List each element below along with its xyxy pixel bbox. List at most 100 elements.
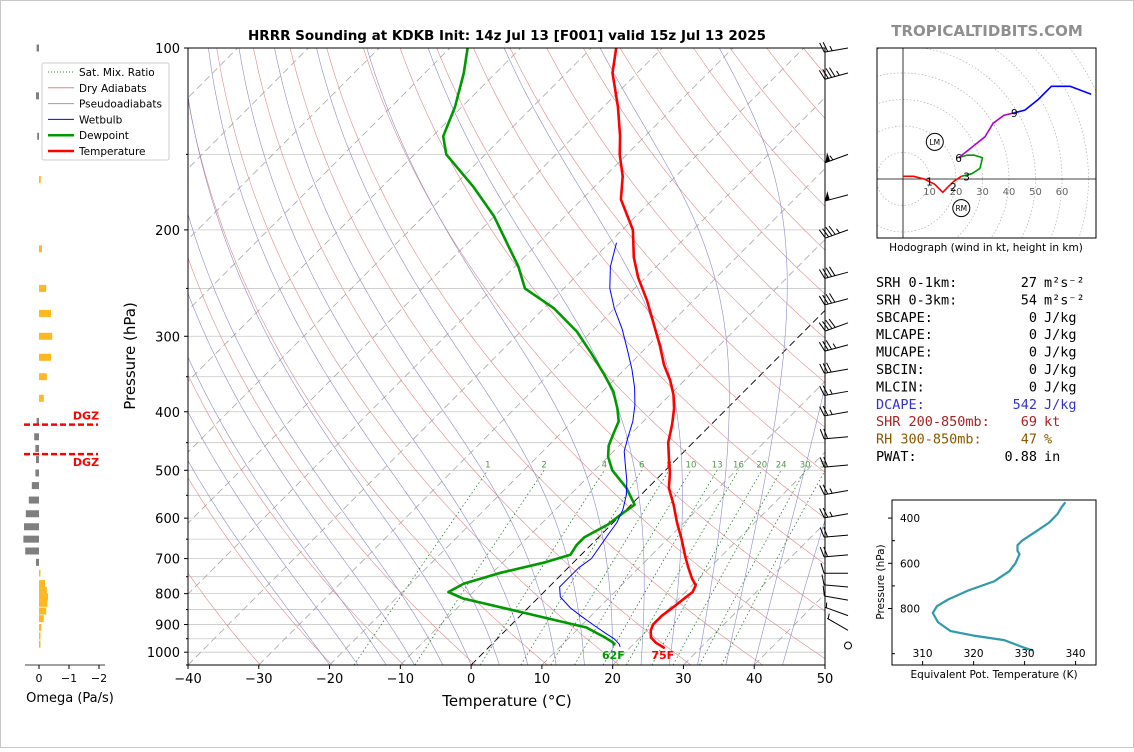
index-label: MLCIN: — [876, 379, 925, 395]
hodograph-height-label: 9 — [1011, 108, 1018, 120]
theta-e-y-title: Pressure (hPa) — [875, 544, 887, 619]
y-tick-label: 800 — [155, 588, 180, 603]
legend-label: Dry Adiabats — [79, 83, 147, 95]
index-unit: in — [1044, 449, 1060, 465]
index-value: 0 — [1029, 310, 1037, 326]
chart-legend: Sat. Mix. Ratio Dry Adiabats Pseudoadiabat… — [42, 63, 169, 160]
index-label: PWAT: — [876, 449, 917, 465]
index-row: RH 300-850mb:47% — [876, 432, 1052, 448]
omega-bar — [37, 133, 39, 140]
omega-bar — [35, 469, 39, 476]
index-value: 0 — [1029, 345, 1037, 361]
omega-bar — [39, 285, 46, 292]
mixing-ratio-label: 4 — [602, 460, 607, 470]
theta-e-x-title: Equivalent Pot. Temperature (K) — [910, 669, 1077, 681]
index-label: MLCAPE: — [876, 327, 933, 343]
index-unit: J/kg — [1044, 310, 1077, 326]
hodograph-height-label: 3 — [963, 171, 970, 183]
omega-bar — [39, 580, 45, 587]
dgz-label: DGZ — [73, 410, 99, 423]
index-label: SBCIN: — [876, 362, 925, 378]
omega-bar — [26, 510, 39, 517]
hodograph-caption: Hodograph (wind in kt, height in km) — [889, 242, 1083, 254]
legend-label: Dewpoint — [79, 130, 129, 142]
index-unit: % — [1044, 432, 1052, 448]
chart-title: HRRR Sounding at KDKB Init: 14z Jul 13 [… — [248, 28, 766, 44]
x-tick-label: 40 — [746, 672, 763, 687]
x-tick-label: −30 — [245, 672, 272, 687]
legend-label: Pseudoadiabats — [79, 99, 162, 111]
hodograph-height-label: 1 — [926, 177, 933, 189]
x-tick-label: −20 — [316, 672, 343, 687]
theta-e-x-tick-label: 320 — [964, 648, 984, 660]
index-unit: kt — [1044, 414, 1060, 430]
hodograph-ring-label: 60 — [1056, 187, 1069, 198]
hodograph-ring-label: 50 — [1029, 187, 1042, 198]
x-tick-label: −40 — [174, 672, 201, 687]
dgz-label: DGZ — [73, 456, 99, 469]
omega-bar — [39, 373, 47, 380]
hodograph-height-label: 2 — [950, 182, 957, 194]
omega-bar — [23, 536, 39, 543]
omega-bar — [24, 523, 39, 530]
y-tick-label: 200 — [155, 224, 180, 239]
index-unit: J/kg — [1044, 345, 1077, 361]
mixing-ratio-label: 6 — [639, 460, 644, 470]
x-tick-label: 30 — [675, 672, 692, 687]
index-unit: m²s⁻² — [1044, 275, 1085, 291]
y-tick-label: 300 — [155, 330, 180, 345]
theta-e-x-tick-label: 310 — [913, 648, 933, 660]
y-tick-label: 500 — [155, 464, 180, 479]
omega-bar — [35, 445, 39, 452]
index-label: DCAPE: — [876, 397, 925, 413]
storm-motion-label: LM — [929, 138, 940, 147]
omega-bar — [39, 310, 51, 317]
theta-e-x-tick-label: 340 — [1066, 648, 1086, 660]
index-unit: J/kg — [1044, 362, 1077, 378]
theta-e-y-tick-label: 800 — [900, 603, 920, 615]
omega-bar — [34, 433, 39, 440]
omega-bar — [39, 632, 41, 639]
surface-temperature-label: 75F — [651, 649, 674, 662]
y-tick-label: 700 — [155, 553, 180, 568]
brand-label: TROPICALTIDBITS.COM — [891, 22, 1083, 40]
x-axis-title: Temperature (°C) — [441, 692, 571, 710]
legend-label: Temperature — [78, 146, 146, 158]
index-label: MUCAPE: — [876, 345, 933, 361]
storm-motion-label: RM — [955, 204, 967, 213]
omega-tick-label: −2 — [91, 672, 107, 685]
index-value: 54 — [1021, 292, 1037, 308]
omega-bar — [32, 482, 39, 489]
legend-label: Sat. Mix. Ratio — [79, 67, 155, 79]
omega-bar — [39, 395, 44, 402]
index-label: RH 300-850mb: — [876, 432, 982, 448]
x-tick-label: 50 — [817, 672, 834, 687]
index-label: SHR 200-850mb: — [876, 414, 990, 430]
index-label: SRH 0-3km: — [876, 292, 957, 308]
omega-bar — [39, 333, 52, 340]
omega-bar — [25, 547, 39, 554]
omega-bar — [39, 624, 41, 631]
mixing-ratio-label: 2 — [541, 460, 546, 470]
omega-bar — [39, 600, 47, 607]
index-value: 0 — [1029, 379, 1037, 395]
omega-bar — [39, 245, 42, 252]
omega-bar — [39, 587, 47, 594]
index-unit: J/kg — [1044, 397, 1077, 413]
index-value: 0.88 — [1004, 449, 1037, 465]
omega-bar — [39, 615, 44, 622]
y-tick-label: 600 — [155, 512, 180, 527]
index-unit: m²s⁻² — [1044, 292, 1085, 308]
x-tick-label: 0 — [467, 672, 475, 687]
omega-bar — [36, 559, 39, 566]
mixing-ratio-label: 16 — [733, 460, 744, 470]
omega-tick-label: −1 — [61, 672, 77, 685]
index-value: 27 — [1021, 275, 1037, 291]
y-axis-title: Pressure (hPa) — [121, 302, 139, 410]
y-tick-label: 1000 — [147, 646, 180, 661]
y-tick-label: 900 — [155, 619, 180, 634]
theta-e-y-tick-label: 600 — [900, 558, 920, 570]
